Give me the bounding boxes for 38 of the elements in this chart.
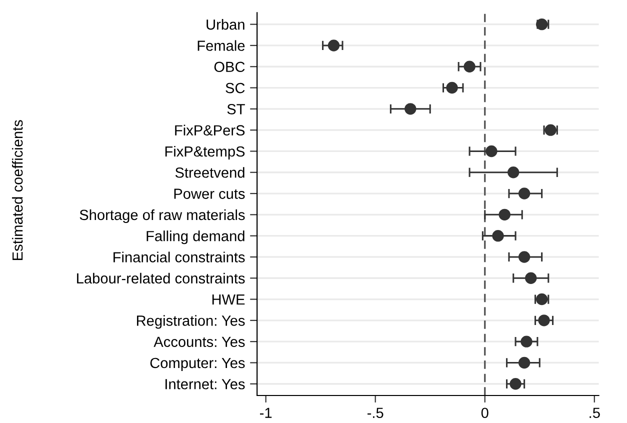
y-tick-label: FixP&PerS	[175, 124, 245, 136]
y-tick-label: Internet: Yes	[166, 379, 245, 390]
point	[518, 251, 530, 263]
y-tick-label: ST	[227, 104, 245, 114]
point	[498, 208, 510, 221]
y-tick-label: Power cuts	[174, 188, 245, 199]
y-tick-label: Computer: Yes	[150, 358, 245, 372]
x-tick-label: 0	[481, 408, 488, 418]
y-tick-label: Urban	[206, 19, 244, 30]
y-tick-label: Female	[198, 40, 245, 51]
y-tick-label: Financial constraints	[114, 252, 245, 262]
x-tick-label: .5	[590, 408, 600, 418]
point	[508, 166, 520, 178]
point	[538, 314, 550, 326]
point	[520, 336, 532, 348]
point	[464, 60, 476, 72]
point	[492, 230, 504, 242]
y-tick-label: FixP&tempS	[165, 146, 245, 160]
point	[525, 272, 537, 284]
point	[518, 188, 530, 200]
x-tick-label: -1	[260, 408, 272, 418]
x-tick-label: -.5	[367, 408, 384, 418]
y-tick-label: HWE	[212, 294, 245, 305]
y-tick-label: SC	[226, 82, 245, 94]
y-tick-label: Registration: Yes	[137, 315, 245, 329]
point	[486, 145, 498, 158]
point	[510, 378, 522, 390]
y-tick-label: Shortage of raw materials	[80, 209, 245, 223]
y-tick-label: Falling demand	[146, 230, 244, 244]
y-tick-label: Streetvend	[175, 167, 244, 178]
point	[446, 82, 458, 94]
point	[518, 356, 530, 369]
y-tick-label: Accounts: Yes	[154, 336, 245, 347]
point	[404, 103, 416, 115]
y-tick-label: Labour-related constraints	[77, 272, 245, 284]
y-tick-label: OBC	[214, 62, 245, 72]
point	[328, 40, 340, 52]
y-axis-title: Estimated coefficients	[12, 120, 23, 260]
